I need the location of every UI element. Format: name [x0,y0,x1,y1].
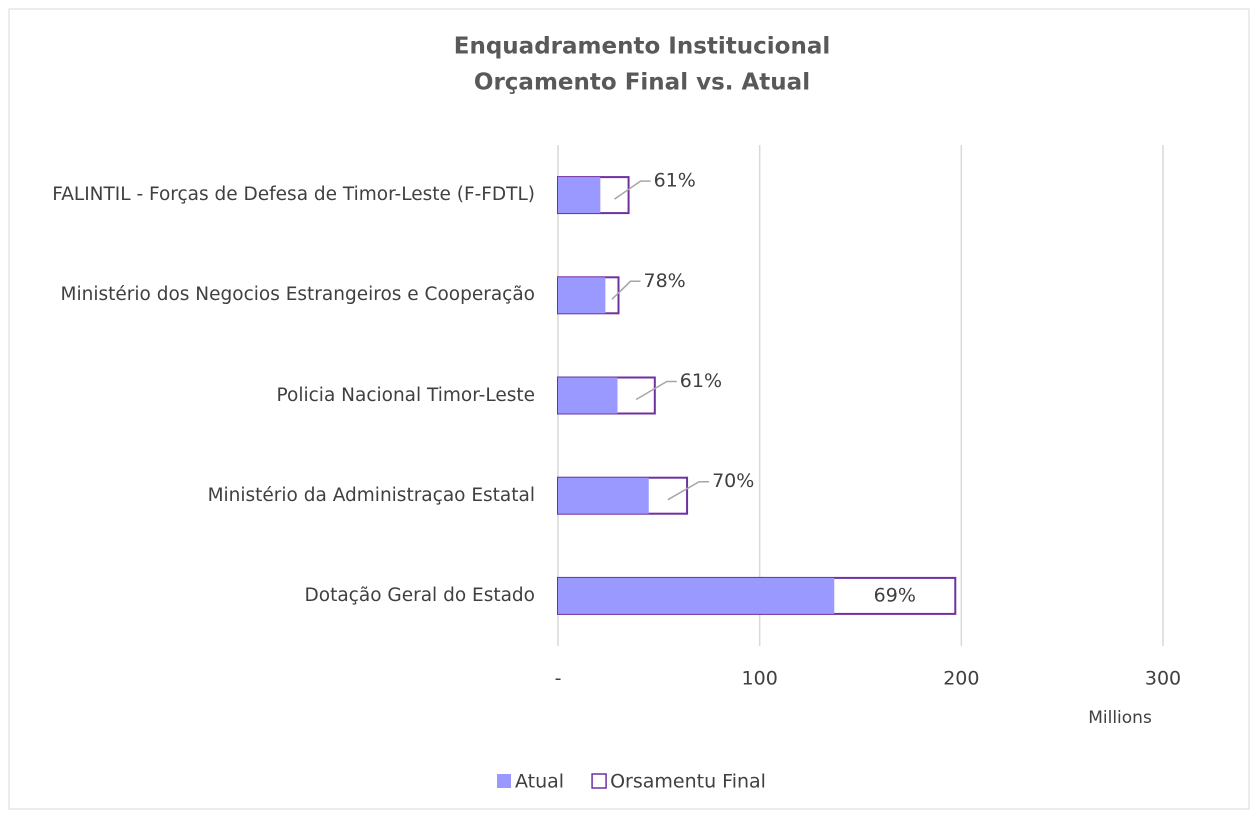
leader-line [667,480,710,501]
x-tick-label: 300 [1145,668,1181,690]
leader-line [614,180,651,200]
data-label: 61% [680,370,722,392]
x-unit-label: Millions [1088,708,1152,728]
x-tick-label: 200 [943,668,979,690]
leader-line [635,380,677,401]
y-tick-label: Dotação Geral do Estado [304,584,535,606]
chart-title: Orçamento Final vs. Atual [474,70,810,96]
legend-label: Atual [515,771,564,793]
x-tick-label: 100 [742,668,778,690]
chart-title: Enquadramento Institucional [454,34,830,60]
y-tick-label: Ministério dos Negocios Estrangeiros e C… [60,284,535,306]
bar [558,277,606,314]
leader-line [611,280,641,300]
x-tick-label: - [555,668,562,690]
data-label: 70% [712,470,754,492]
bar [558,577,835,614]
y-tick-label: FALINTIL - Forças de Defesa de Timor-Les… [52,184,535,206]
legend-swatch [591,773,607,789]
legend-swatch [497,774,511,788]
bar [558,177,601,214]
bar [558,477,649,514]
data-label: 78% [644,270,686,292]
y-tick-label: Ministério da Administraçao Estatal [207,484,535,506]
y-tick-label: Policia Nacional Timor-Leste [276,384,535,406]
bar [558,377,618,414]
legend-label: Orsamentu Final [610,771,766,793]
data-label: 61% [654,170,696,192]
data-label: 69% [874,584,916,606]
